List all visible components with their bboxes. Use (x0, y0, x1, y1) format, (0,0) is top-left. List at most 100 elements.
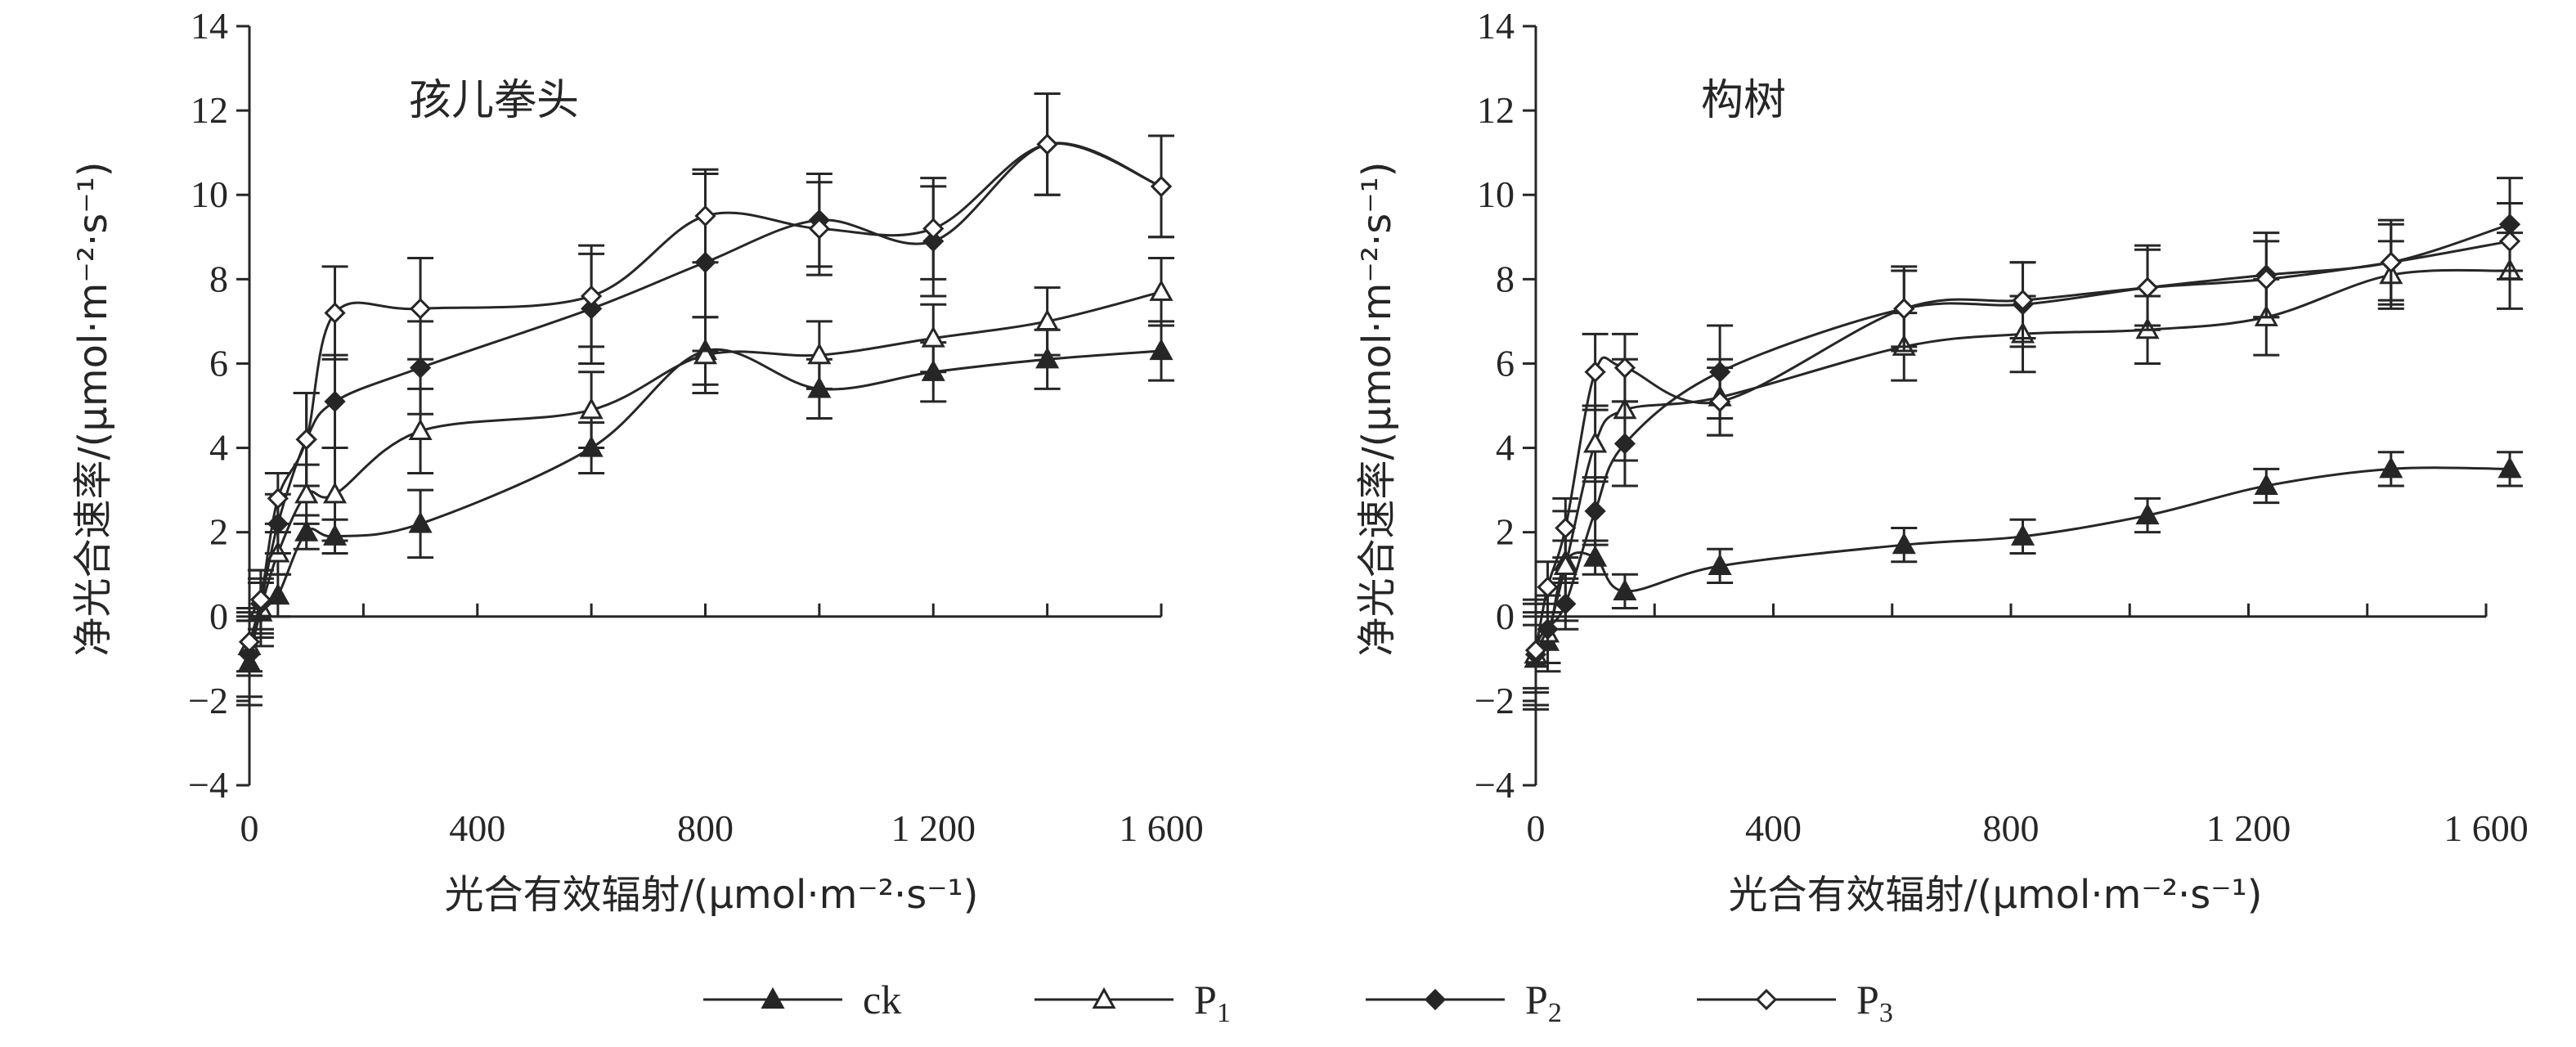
y-axis-title: 净光合速率/(μmol·m⁻²·s⁻¹) (1354, 161, 1400, 656)
y-tick-label: 6 (209, 342, 228, 384)
chart-panel-2: −4 −2 0 2 4 6 8 10 12 14 0 400 800 1 200 1 600 净光合速率/(μ… (1354, 5, 2529, 918)
legend-item-P1: P1 (1034, 977, 1231, 1028)
data-point (1036, 133, 1058, 155)
data-point (693, 343, 718, 365)
legend-marker (1424, 988, 1447, 1011)
y-tick-label: −2 (188, 680, 228, 721)
chart-panel-1: −4 −2 0 2 4 6 8 10 12 14 0 400 800 1 200 1 600 净光合速率/(μ… (70, 5, 1204, 918)
y-tick-label: 14 (1477, 5, 1515, 47)
data-point (238, 631, 261, 653)
data-point (266, 582, 290, 605)
data-point (1709, 390, 1731, 412)
series-P3 (236, 92, 1174, 677)
series-line-ck (1534, 466, 2511, 660)
legend-item-P3: P3 (1697, 977, 1893, 1028)
legend-marker (761, 986, 785, 1009)
legend-marker (1755, 988, 1778, 1011)
y-tick-label: 0 (209, 595, 228, 637)
data-point (408, 511, 433, 533)
data-point (922, 218, 945, 240)
data-point (1035, 347, 1060, 369)
legend-label: P2 (1525, 977, 1562, 1028)
y-tick-label: 4 (209, 427, 228, 469)
data-point (1149, 338, 1174, 361)
legend: ck P1 P2 P3 (703, 977, 1893, 1028)
data-point (1613, 357, 1636, 379)
x-axis-title: 光合有效辐射/(μmol·m⁻²·s⁻¹) (1728, 872, 2262, 918)
legend-marker (1092, 986, 1116, 1009)
x-tick-label: 400 (449, 807, 505, 849)
y-tick-label: 12 (191, 89, 228, 131)
data-point (2135, 502, 2160, 525)
data-point (921, 326, 945, 348)
x-tick-label: 1 600 (2444, 807, 2529, 849)
data-point (1555, 593, 1577, 615)
data-point (1893, 298, 1915, 320)
series-line-P3 (1534, 240, 2511, 651)
data-point (581, 285, 603, 308)
data-point (295, 429, 317, 451)
data-point (408, 418, 433, 441)
x-tick-label: 0 (1527, 807, 1546, 849)
y-tick-label: 2 (209, 511, 228, 553)
y-tick-label: 8 (1496, 258, 1515, 299)
series-ck (1523, 451, 2524, 694)
y-tick-label: 12 (1477, 89, 1515, 131)
data-point (409, 298, 432, 320)
data-point (322, 482, 348, 504)
data-point (2010, 524, 2035, 546)
data-point (2012, 289, 2034, 312)
x-tick-label: 1 200 (891, 807, 976, 849)
data-point (1613, 433, 1636, 455)
data-point (249, 589, 272, 611)
panel-title: 构树 (1701, 76, 1786, 125)
legend-label: P3 (1856, 977, 1893, 1028)
data-point (324, 390, 346, 412)
data-point (1584, 361, 1606, 383)
data-point (2497, 456, 2522, 479)
data-point (1035, 308, 1060, 330)
legend-label: ck (863, 977, 901, 1022)
data-point (694, 204, 716, 227)
data-point (1613, 578, 1637, 600)
y-tick-label: 4 (1496, 427, 1515, 469)
data-point (1555, 517, 1577, 539)
data-point (1708, 553, 1732, 576)
legend-item-P2: P2 (1366, 977, 1562, 1028)
y-tick-label: 14 (191, 5, 228, 47)
data-point (1537, 576, 1559, 598)
x-tick-label: 400 (1745, 807, 1802, 849)
data-point (1149, 279, 1174, 301)
y-axis-title: 净光合速率/(μmol·m⁻²·s⁻¹) (70, 161, 116, 656)
data-point (294, 482, 319, 504)
data-point (1553, 553, 1577, 576)
series-P2 (1523, 177, 2524, 711)
data-point (1524, 639, 1547, 662)
x-tick-label: 1 200 (2206, 807, 2291, 849)
series-P3 (1523, 202, 2524, 690)
y-tick-label: 2 (1496, 511, 1515, 553)
data-point (2136, 276, 2159, 299)
data-point (2254, 473, 2278, 496)
data-point (294, 519, 319, 541)
data-point (324, 302, 346, 324)
legend-item-ck: ck (703, 977, 901, 1022)
x-tick-label: 0 (240, 807, 259, 849)
data-point (2380, 251, 2402, 273)
y-tick-label: −4 (1474, 764, 1515, 806)
panel-title: 孩儿拳头 (409, 76, 579, 125)
data-point (2498, 230, 2521, 253)
y-tick-label: −4 (188, 764, 228, 806)
x-tick-label: 800 (677, 807, 734, 849)
y-tick-label: 8 (209, 258, 228, 299)
x-tick-label: 1 600 (1119, 807, 1204, 849)
data-point (1583, 545, 1608, 567)
data-point (808, 218, 830, 240)
data-point (2379, 456, 2403, 479)
legend-label: P1 (1194, 977, 1231, 1028)
data-point (1537, 618, 1559, 640)
data-point (1892, 532, 1916, 555)
data-point (1584, 500, 1606, 523)
y-tick-label: 10 (1477, 173, 1515, 215)
y-tick-label: −2 (1474, 680, 1515, 721)
